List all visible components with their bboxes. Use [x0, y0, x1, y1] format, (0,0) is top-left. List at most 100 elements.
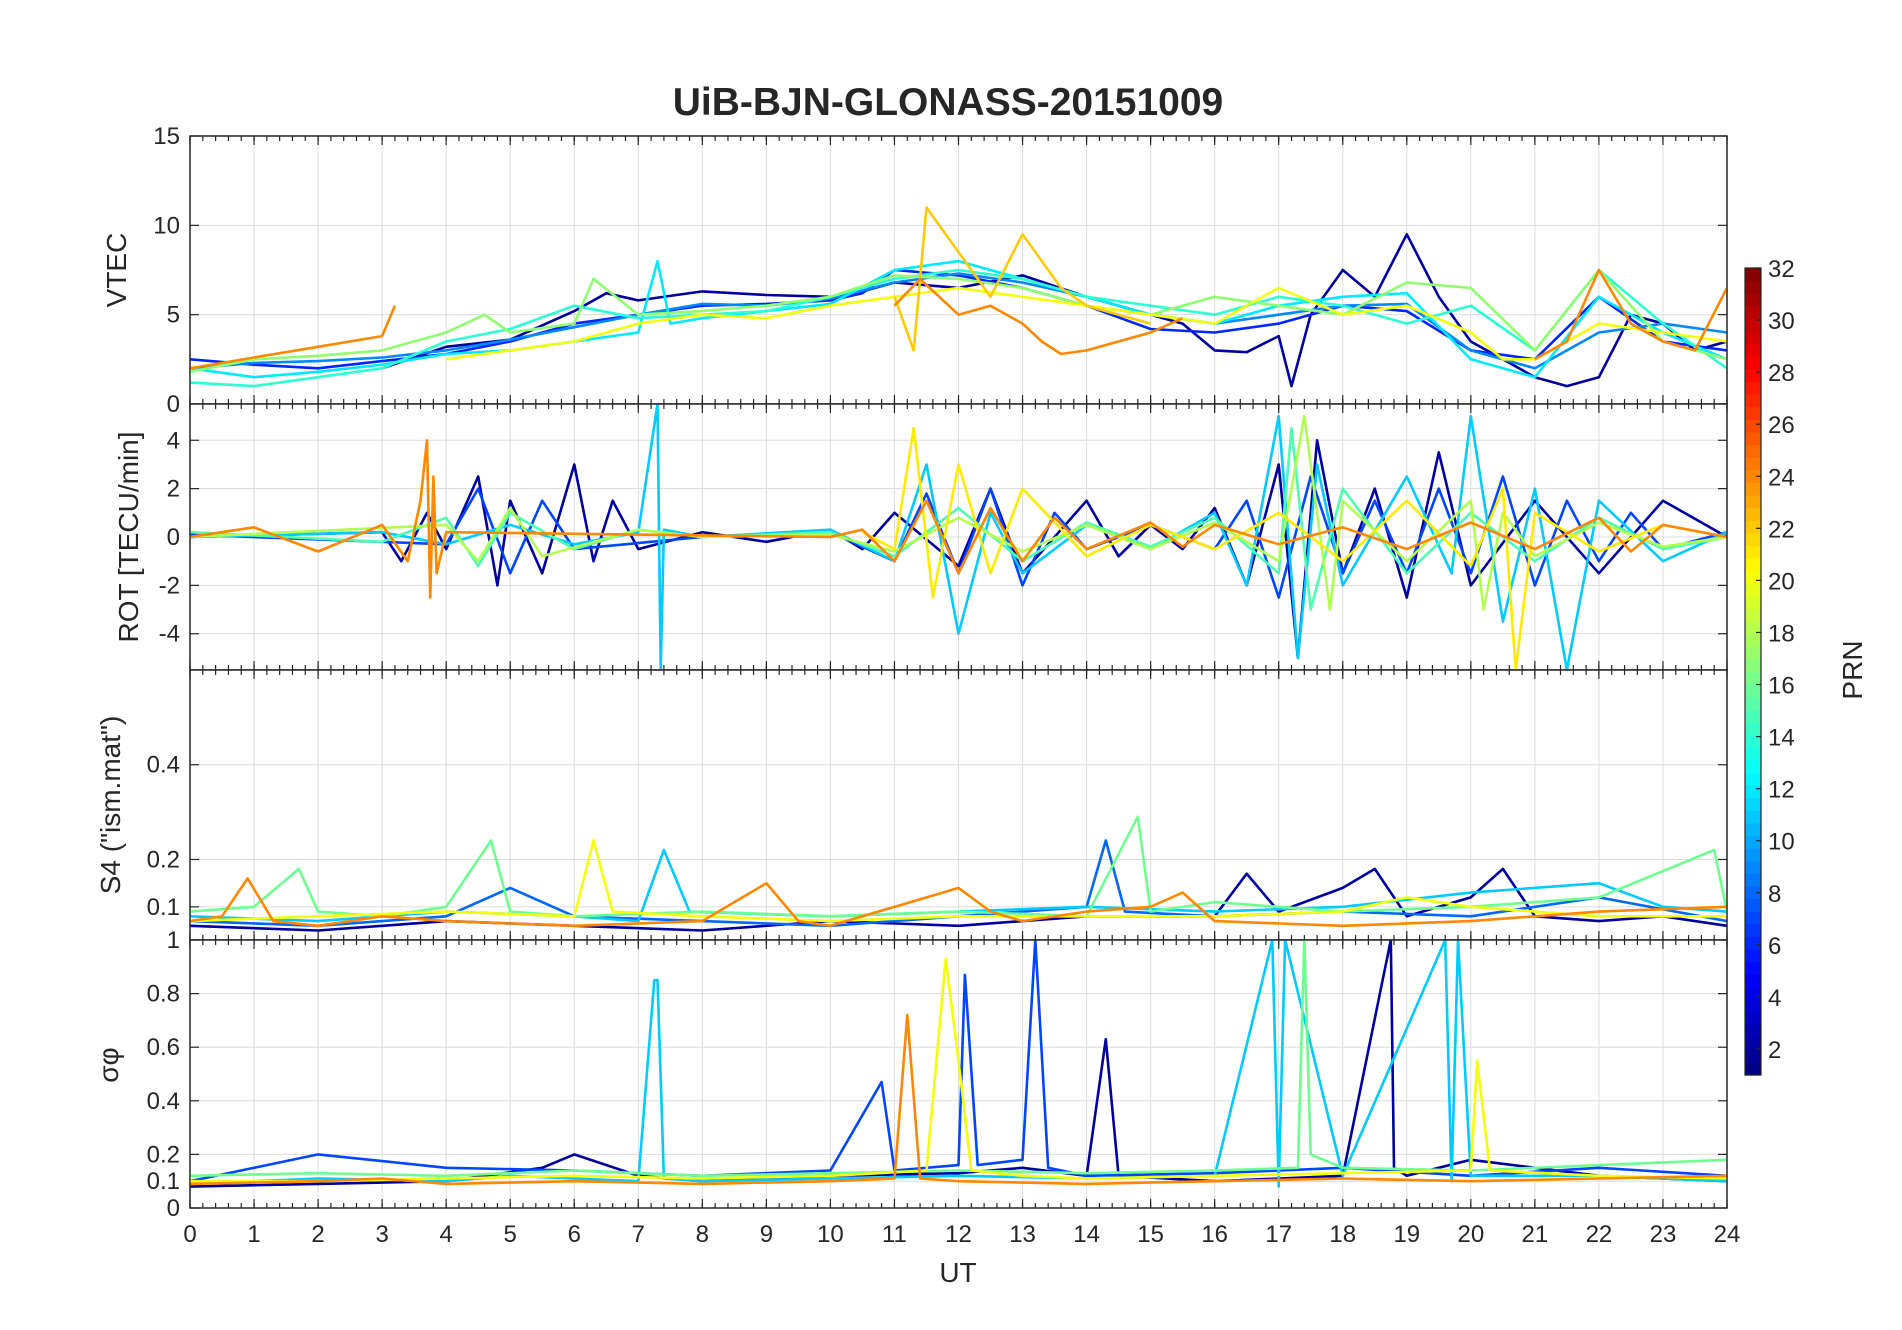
x-axis-label: UT: [939, 1257, 976, 1288]
series-prn-17: [190, 268, 1727, 374]
colorbar-segment: [1745, 734, 1761, 748]
colorbar-tick-label: 22: [1768, 516, 1795, 543]
colorbar-tick-label: 16: [1768, 673, 1795, 700]
colorbar-segment: [1745, 848, 1761, 862]
series-group: [190, 940, 1727, 1188]
chart-title: UiB-BJN-GLONASS-20151009: [673, 81, 1224, 124]
y-tick-label: 0.4: [147, 752, 180, 779]
series-prn-20: [446, 286, 1727, 361]
x-tick-label: 1: [247, 1221, 260, 1248]
colorbar-tick-label: 8: [1768, 881, 1781, 908]
colorbar-segment: [1745, 608, 1761, 622]
series-prn-21: [861, 426, 1727, 670]
x-tick-label: 5: [504, 1221, 517, 1248]
panel-s4: 0.1 0.2 0.4 S4 ("ism.mat"): [95, 669, 1728, 941]
colorbar-segment: [1745, 1049, 1761, 1063]
y-tick-label: 0.1: [147, 894, 180, 921]
y-tick-label: 15: [153, 123, 180, 150]
colorbar-label: PRN: [1837, 640, 1868, 699]
y-tick-label: 1: [167, 927, 180, 954]
series-prn-15: [190, 426, 1727, 611]
colorbar-segment: [1745, 419, 1761, 433]
y-tick-label: 0.2: [147, 1141, 180, 1168]
colorbar-segment: [1745, 331, 1761, 345]
x-tick-label: 15: [1137, 1221, 1164, 1248]
colorbar-segment: [1745, 318, 1761, 332]
y-axis-label: ROT [TECU/min]: [113, 431, 144, 642]
colorbar-segment: [1745, 633, 1761, 647]
y-tick-label: -2: [159, 572, 180, 599]
series-prn-9: [190, 272, 1727, 370]
x-tick-label: 23: [1650, 1221, 1677, 1248]
x-tick-label: 16: [1201, 1221, 1228, 1248]
x-tick-label: 3: [375, 1221, 388, 1248]
x-tick-label: 13: [1009, 1221, 1036, 1248]
colorbar-segment: [1745, 772, 1761, 786]
x-tick-label: 0: [183, 1221, 196, 1248]
series-prn-14: [190, 268, 1727, 388]
x-tick-label: 21: [1522, 1221, 1549, 1248]
series-prn-24: [1534, 268, 1727, 361]
colorbar-segment: [1745, 721, 1761, 736]
y-tick-label: 0.8: [147, 981, 180, 1008]
x-tick-label: 20: [1457, 1221, 1484, 1248]
series-prn-24: [190, 305, 397, 370]
colorbar-segment: [1745, 658, 1761, 673]
colorbar-segment: [1745, 1037, 1761, 1051]
colorbar-segment: [1745, 911, 1761, 925]
colorbar-segment: [1745, 696, 1761, 710]
colorbar-segment: [1745, 621, 1761, 635]
colorbar-segment: [1745, 885, 1761, 900]
colorbar-segment: [1745, 999, 1761, 1013]
colorbar-segment: [1745, 1062, 1761, 1076]
colorbar-segment: [1745, 961, 1761, 975]
colorbar-segment: [1745, 356, 1761, 370]
y-tick-label: 0.4: [147, 1088, 180, 1115]
x-tick-label: 19: [1393, 1221, 1420, 1248]
colorbar-segment: [1745, 305, 1761, 320]
colorbar-segment: [1745, 1011, 1761, 1026]
colorbar-tick-label: 28: [1768, 360, 1795, 387]
y-tick-label: 10: [153, 212, 180, 239]
colorbar-segment: [1745, 835, 1761, 849]
series-prn-22: [893, 206, 1151, 352]
colorbar-segment: [1745, 280, 1761, 294]
colorbar-frame: [1744, 267, 1762, 1076]
series-prn-16: [190, 940, 1727, 1178]
panel-frame: [189, 939, 1728, 1209]
y-tick-label: -4: [159, 621, 180, 648]
colorbar-segment: [1745, 1024, 1761, 1038]
series-group: [190, 815, 1727, 932]
colorbar-segment: [1745, 381, 1761, 395]
colorbar-segment: [1745, 898, 1761, 912]
colorbar-tick-label: 14: [1768, 725, 1795, 752]
colorbar-segment: [1745, 431, 1761, 446]
colorbar-segment: [1745, 810, 1761, 824]
x-tick-label: 17: [1265, 1221, 1292, 1248]
panel-rot: -4 -2 0 2 4 ROT [TECU/min]: [113, 403, 1728, 671]
series-prn-20: [190, 839, 1727, 923]
colorbar-segment: [1745, 545, 1761, 559]
colorbar-segment: [1745, 873, 1761, 887]
colorbar-segment: [1745, 444, 1761, 458]
colorbar-segment: [1745, 595, 1761, 610]
x-tick-label: 11: [882, 1221, 907, 1248]
colorbar-tick-label: 26: [1768, 412, 1795, 439]
colorbar-segment: [1745, 923, 1761, 937]
y-axis-label: S4 ("ism.mat"): [95, 716, 126, 895]
x-tick-label: 22: [1586, 1221, 1613, 1248]
x-tick-label: 24: [1714, 1221, 1741, 1248]
colorbar-segment: [1745, 482, 1761, 496]
colorbar-tick-label: 12: [1768, 777, 1795, 804]
colorbar-segment: [1745, 532, 1761, 547]
y-tick-label: 0.1: [147, 1168, 180, 1195]
x-tick-label: 2: [311, 1221, 324, 1248]
x-tick-label: 18: [1329, 1221, 1356, 1248]
colorbar-segment: [1745, 986, 1761, 1000]
series-prn-24: [190, 439, 1727, 599]
series-prn-8: [190, 839, 1727, 928]
y-axis-label: VTEC: [101, 233, 132, 308]
colorbar-segment: [1745, 368, 1761, 383]
y-tick-label: 0: [167, 391, 180, 418]
y-tick-label: 0.2: [147, 846, 180, 873]
